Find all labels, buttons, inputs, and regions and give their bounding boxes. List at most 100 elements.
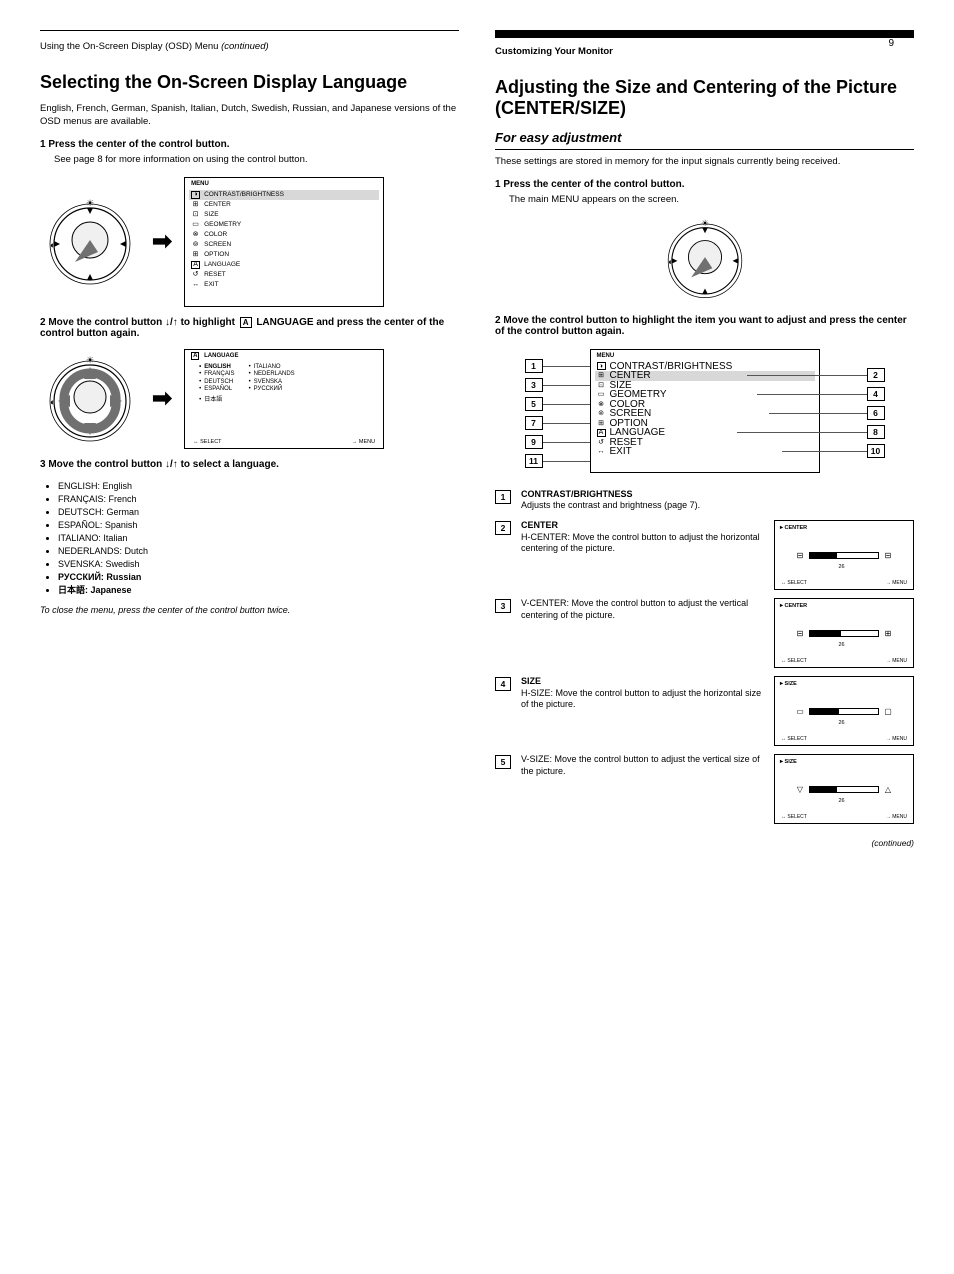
thumb-right-icon: ⊟ <box>883 550 893 560</box>
lang-list-item: 日本語: Japanese <box>58 584 459 597</box>
feature-title: CENTER <box>521 520 558 530</box>
osd-row-icon: A <box>191 261 200 269</box>
lang-option: ESPAÑOL <box>199 386 234 392</box>
feature-thumbnail: ▸ SIZE▽△26↔ SELECT→ MENU <box>774 754 914 824</box>
osd-row-icon: ⊗ <box>597 400 606 408</box>
feature-number: 1 <box>495 490 511 504</box>
callout-2: 2 <box>867 368 885 382</box>
thumb-footer-left: ↔ SELECT <box>781 814 807 820</box>
right-column: Customizing Your Monitor Adjusting the S… <box>495 30 914 848</box>
right-step1-label: 1 Press the center of the control button… <box>495 179 914 190</box>
osd-lang-title: A LANGUAGE <box>191 353 238 359</box>
right-pre: Customizing Your Monitor <box>495 46 914 59</box>
osd-row-icon: ⊞ <box>191 251 200 259</box>
step3-p2: to select a language. <box>181 459 279 470</box>
lang-list-item: FRANÇAIS: French <box>58 493 459 506</box>
left-intro: English, French, German, Spanish, Italia… <box>40 103 459 129</box>
thumb-bar <box>809 552 879 559</box>
lang-list-item: DEUTSCH: German <box>58 506 459 519</box>
left-step2-label: 2 Move the control button ↓/↑ to highlig… <box>40 317 459 339</box>
thumb-value: 26 <box>838 642 844 648</box>
osd-right-title: MENU <box>597 353 615 359</box>
osd-row-icon: ⊞ <box>597 419 606 427</box>
callout-11: 11 <box>525 454 543 468</box>
callout-7: 7 <box>525 416 543 430</box>
osd-row-label: CENTER <box>204 201 377 208</box>
right-section-title: Adjusting the Size and Centering of the … <box>495 77 914 120</box>
feature-desc: Adjusts the contrast and brightness (pag… <box>521 500 700 510</box>
osd-callout-diagram: MENU ◑CONTRAST/BRIGHTNESS⊞CENTER⊡SIZE▭GE… <box>525 349 885 473</box>
right-subsection: For easy adjustment <box>495 130 914 150</box>
lang-option: FRANÇAIS <box>199 371 234 377</box>
lang-list-item: ESPAÑOL: Spanish <box>58 519 459 532</box>
feature-text: CENTERH-CENTER: Move the control button … <box>521 520 764 555</box>
thumb-left-icon: ⊟ <box>795 628 805 638</box>
osd-row: ↔ EXIT <box>189 280 379 290</box>
step2-p2: to highlight <box>181 317 238 328</box>
thumb-footer-right: → MENU <box>886 658 907 664</box>
osd-row-label: EXIT <box>204 281 377 288</box>
osd-row: ⊞CENTER <box>189 200 379 210</box>
lang-list-item: SVENSKA: Swedish <box>58 558 459 571</box>
thumb-footer-left: ↔ SELECT <box>781 658 807 664</box>
osd-row-icon: ▭ <box>597 391 606 399</box>
osd-row: ◑CONTRAST/BRIGHTNESS <box>189 190 379 200</box>
osd-row-icon: ↔ <box>191 281 200 289</box>
right-black-bar <box>495 30 914 38</box>
feature-number: 3 <box>495 599 511 613</box>
osd-row: ⊞ OPTION <box>189 250 379 260</box>
control-dial-icon: ☀ ◐ <box>659 213 751 305</box>
lang-a-icon: A <box>240 317 252 328</box>
continued-label: (continued) <box>495 838 914 848</box>
lang-option: NEDERLANDS <box>249 371 295 377</box>
osd-row-icon: ↔ <box>597 448 606 456</box>
thumb-footer-left: ↔ SELECT <box>781 580 807 586</box>
lang-option: 日本語 <box>199 394 234 403</box>
lang-option: РУССКИЙ <box>249 386 295 392</box>
lang-option: SVENSKA <box>249 379 295 385</box>
page-number: 9 <box>888 38 894 49</box>
thumb-value: 26 <box>838 798 844 804</box>
osd-row-label: SCREEN <box>204 241 377 248</box>
thumb-bar <box>809 630 879 637</box>
osd-row-label: EXIT <box>610 446 813 457</box>
left-figure-2: ☀ ◐ ➡ A LANGUAGE ENGLISHFRANÇAISDEUTSCHE… <box>40 349 459 449</box>
callout-9: 9 <box>525 435 543 449</box>
svg-text:◐: ◐ <box>50 397 55 407</box>
osd-row: ⊚SCREEN <box>189 240 379 250</box>
left-heading: Using the On-Screen Display (OSD) Menu (… <box>40 41 459 54</box>
feature-row: 3V-CENTER: Move the control button to ad… <box>495 598 914 668</box>
lang-list-item: ENGLISH: English <box>58 480 459 493</box>
lang-list-item: NEDERLANDS: Dutch <box>58 545 459 558</box>
features-list: 1 CONTRAST/BRIGHTNESSAdjusts the contrast… <box>495 489 914 824</box>
osd-row-icon: ⊚ <box>597 410 606 418</box>
callout-1: 1 <box>525 359 543 373</box>
step3-p0: 3 Move the control button <box>40 459 165 470</box>
feature-text: SIZEH-SIZE: Move the control button to a… <box>521 676 764 711</box>
osd-row-label: COLOR <box>204 231 377 238</box>
osd-row-icon: ⊗ <box>191 231 200 239</box>
osd-row-icon: ◑ <box>597 362 606 370</box>
left-step1-label: 1 Press the center of the control button… <box>40 139 459 150</box>
feature-text: CONTRAST/BRIGHTNESSAdjusts the contrast … <box>521 489 914 512</box>
callout-5: 5 <box>525 397 543 411</box>
svg-text:☀: ☀ <box>86 355 94 365</box>
left-section-title: Selecting the On-Screen Display Language <box>40 72 459 94</box>
arrows-icon: ↓/↑ <box>165 459 178 470</box>
callout-8: 8 <box>867 425 885 439</box>
osd-main-right: MENU ◑CONTRAST/BRIGHTNESS⊞CENTER⊡SIZE▭GE… <box>590 349 820 473</box>
osd-row: ↺RESET <box>189 270 379 280</box>
arrows-icon: ↓/↑ <box>165 317 178 328</box>
lang-option: DEUTSCH <box>199 379 234 385</box>
osd-row-label: RESET <box>204 271 377 278</box>
thumb-value: 26 <box>838 720 844 726</box>
thumb-right-icon: △ <box>883 784 893 794</box>
feature-row: 2CENTERH-CENTER: Move the control button… <box>495 520 914 590</box>
feature-row: 4SIZEH-SIZE: Move the control button to … <box>495 676 914 746</box>
thumb-bar <box>809 708 879 715</box>
control-dial-icon: ☀ ◐ <box>40 192 140 292</box>
left-step3-label: 3 Move the control button ↓/↑ to select … <box>40 459 459 470</box>
osd-row-label: OPTION <box>204 251 377 258</box>
lang-list-item: ITALIANO: Italian <box>58 532 459 545</box>
arrow-icon: ➡ <box>152 384 172 413</box>
